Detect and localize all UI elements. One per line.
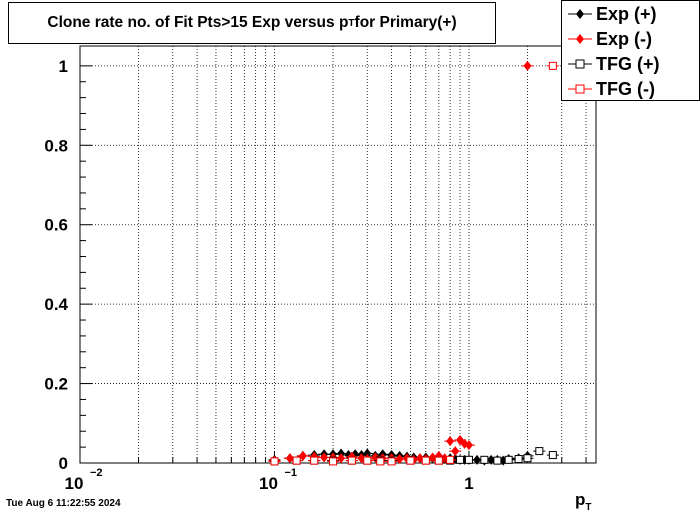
legend: Exp (+) Exp (-) TFG (+) TFG (-) — [561, 0, 700, 101]
data-point — [548, 451, 557, 460]
data-point — [487, 454, 496, 465]
legend-item-exp-pos: Exp (+) — [562, 2, 700, 27]
data-point — [464, 440, 473, 451]
plot-frame — [79, 45, 597, 464]
legend-label: TFG (+) — [596, 54, 660, 74]
data-point — [320, 452, 329, 463]
x-tick-label: 10 — [65, 474, 84, 493]
data-marks — [268, 60, 559, 466]
data-point — [421, 456, 430, 465]
data-point — [446, 455, 455, 464]
data-point — [406, 456, 415, 465]
x-tick-label-exponent: −2 — [90, 467, 103, 479]
chart-title-main: Clone rate no. of Fit Pts>15 Exp versus … — [47, 14, 349, 31]
legend-label: Exp (+) — [596, 4, 657, 24]
data-point — [428, 452, 437, 463]
x-tick-label-exponent: −1 — [284, 467, 297, 479]
data-point — [473, 454, 482, 465]
data-point — [480, 455, 489, 464]
data-point — [434, 456, 443, 465]
legend-label: Exp (-) — [596, 29, 652, 49]
y-tick-label: 0.2 — [44, 375, 68, 394]
data-point — [504, 455, 513, 464]
x-tick-label: 1 — [464, 474, 473, 493]
chart-title: Clone rate no. of Fit Pts>15 Exp versus … — [8, 2, 496, 44]
legend-item-exp-neg: Exp (-) — [562, 27, 700, 52]
x-axis-title: pT — [575, 490, 592, 513]
x-axis-title-sub: T — [585, 502, 592, 513]
data-point — [523, 454, 532, 463]
legend-marker-tfg-neg — [568, 84, 592, 94]
axes — [79, 45, 597, 464]
legend-label: TFG (-) — [596, 79, 655, 99]
series-1 — [268, 60, 534, 466]
data-point — [329, 457, 338, 466]
y-tick-label: 0.6 — [44, 216, 68, 235]
data-point — [270, 457, 279, 466]
x-tick-label: 10 — [259, 474, 278, 493]
chart-title-tail: for Primary(+) — [354, 14, 457, 31]
data-point — [523, 60, 532, 71]
chart-title-sub: T — [348, 17, 355, 29]
data-point — [456, 455, 465, 464]
legend-marker-tfg-pos — [568, 59, 592, 69]
legend-marker-exp-pos — [568, 9, 592, 19]
data-point — [292, 456, 301, 465]
data-point — [310, 456, 319, 465]
data-point — [493, 456, 502, 465]
data-point — [363, 448, 372, 459]
data-point — [376, 457, 385, 466]
legend-item-tfg-pos: TFG (+) — [562, 52, 700, 77]
y-tick-label: 0.4 — [44, 295, 68, 314]
data-point — [298, 450, 307, 461]
y-tick-label: 0 — [59, 454, 68, 473]
data-point — [337, 453, 346, 464]
data-point — [387, 457, 396, 466]
data-point — [464, 455, 473, 464]
data-point — [363, 456, 372, 465]
y-tick-label: 1 — [59, 57, 68, 76]
data-point — [535, 447, 544, 456]
data-point — [446, 436, 455, 447]
data-point — [347, 456, 356, 465]
data-point — [548, 61, 557, 70]
legend-item-tfg-neg: TFG (-) — [562, 77, 700, 102]
data-point — [514, 455, 523, 464]
data-point — [395, 454, 404, 465]
legend-marker-exp-neg — [568, 34, 592, 44]
series-3 — [268, 61, 559, 466]
y-tick-label: 0.8 — [44, 136, 68, 155]
tick-labels: 0 0.2 0.4 0.6 0.8 1 10 −2 10 −1 1 — [44, 57, 473, 493]
x-axis-title-main: p — [575, 490, 586, 509]
data-point — [451, 446, 460, 457]
datestamp: Tue Aug 6 11:22:55 2024 — [6, 498, 121, 509]
grid-lines — [79, 46, 596, 463]
